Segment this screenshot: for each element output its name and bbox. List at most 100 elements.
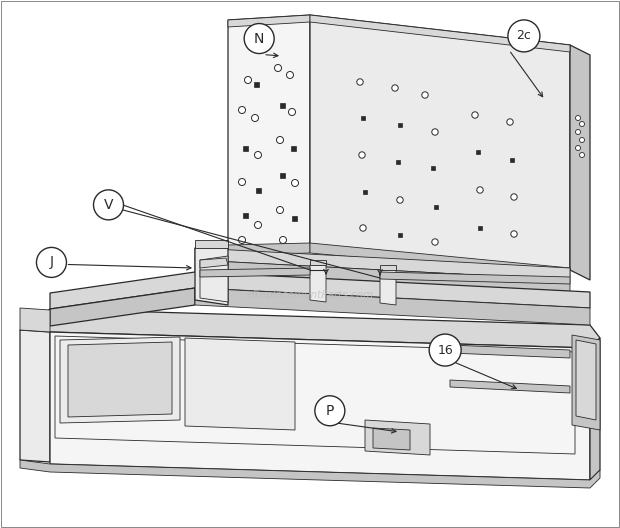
Circle shape [511,231,517,237]
Polygon shape [228,15,310,250]
Text: eReplacementParts.com: eReplacementParts.com [246,290,374,300]
Circle shape [575,146,580,150]
Polygon shape [55,336,575,454]
Text: V: V [104,198,113,212]
Polygon shape [50,332,590,480]
Circle shape [432,239,438,245]
Polygon shape [254,81,259,87]
Circle shape [291,180,298,186]
Polygon shape [590,338,600,480]
Polygon shape [291,146,296,150]
Polygon shape [510,158,514,162]
Polygon shape [572,335,600,430]
Polygon shape [434,205,438,209]
Polygon shape [200,256,228,302]
Polygon shape [310,265,326,302]
Circle shape [507,119,513,125]
Polygon shape [361,116,365,120]
Circle shape [239,107,246,114]
Polygon shape [195,240,228,248]
Circle shape [277,206,283,213]
Polygon shape [450,345,570,358]
Circle shape [580,121,585,127]
Circle shape [277,137,283,144]
Circle shape [254,222,262,229]
Polygon shape [20,309,600,348]
Circle shape [360,225,366,231]
Polygon shape [291,215,296,221]
Circle shape [477,187,483,193]
Text: 16: 16 [437,344,453,356]
Polygon shape [20,330,50,462]
Circle shape [575,129,580,135]
Text: J: J [50,256,53,269]
Polygon shape [476,150,480,154]
Polygon shape [255,187,260,193]
Circle shape [359,152,365,158]
Polygon shape [200,268,310,277]
Polygon shape [310,15,570,270]
Polygon shape [185,338,295,430]
Polygon shape [20,308,50,332]
Circle shape [356,79,363,85]
Polygon shape [310,243,570,277]
Circle shape [422,92,428,98]
Polygon shape [195,288,590,325]
Polygon shape [398,233,402,237]
Polygon shape [50,288,195,326]
Circle shape [580,153,585,157]
Circle shape [472,112,478,118]
Polygon shape [576,340,596,420]
Polygon shape [228,15,310,27]
Circle shape [37,248,66,277]
Circle shape [280,237,286,243]
Circle shape [239,237,246,243]
Circle shape [429,334,461,366]
Polygon shape [195,260,570,292]
Circle shape [508,20,540,52]
Circle shape [397,197,403,203]
Circle shape [288,108,296,116]
Polygon shape [310,15,570,52]
Circle shape [244,24,274,53]
Polygon shape [242,212,247,218]
Circle shape [244,77,252,83]
Circle shape [252,115,259,121]
Polygon shape [200,258,228,268]
Circle shape [286,71,293,79]
Circle shape [275,64,281,71]
Polygon shape [195,248,570,280]
Polygon shape [280,102,285,108]
Polygon shape [363,190,367,194]
Polygon shape [195,248,228,305]
Polygon shape [50,272,590,309]
Polygon shape [431,166,435,170]
Circle shape [511,194,517,200]
Circle shape [580,137,585,143]
Polygon shape [20,460,600,488]
Polygon shape [310,260,326,265]
Circle shape [432,129,438,135]
Polygon shape [478,226,482,230]
Polygon shape [242,146,247,150]
Polygon shape [380,265,396,270]
Polygon shape [60,337,180,423]
Polygon shape [68,342,172,417]
Polygon shape [380,270,396,305]
Circle shape [94,190,123,220]
Circle shape [392,85,398,91]
Polygon shape [396,160,400,164]
Circle shape [239,178,246,185]
Polygon shape [570,45,590,280]
Polygon shape [228,243,310,255]
Circle shape [315,396,345,426]
Polygon shape [373,428,410,450]
Polygon shape [365,420,430,455]
Polygon shape [380,272,570,284]
Text: N: N [254,32,264,45]
Text: P: P [326,404,334,418]
Polygon shape [280,173,285,177]
Polygon shape [450,380,570,393]
Circle shape [254,152,262,158]
Circle shape [575,116,580,120]
